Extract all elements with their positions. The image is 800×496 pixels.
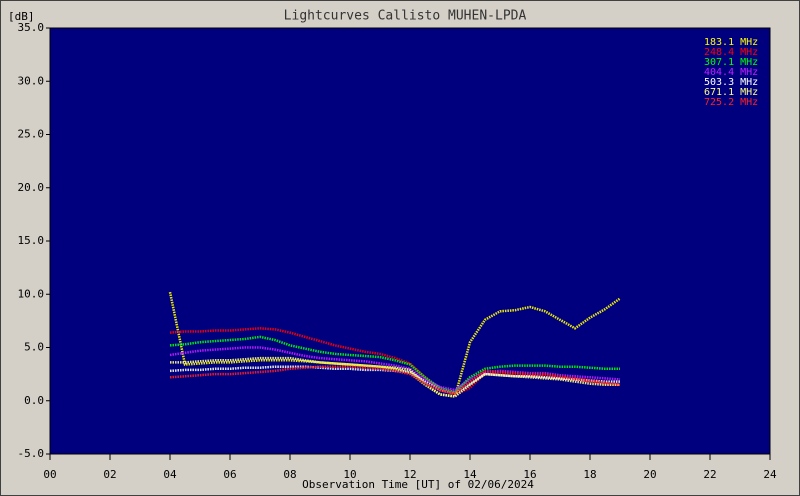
legend-entry: 503.3 MHz (704, 77, 758, 88)
y-axis-label: [dB] (8, 10, 35, 23)
x-tick-label: 22 (703, 468, 716, 481)
x-tick-label: 20 (643, 468, 656, 481)
legend-entry: 725.2 MHz (704, 97, 758, 108)
x-tick-label: 18 (583, 468, 596, 481)
x-tick-label: 04 (163, 468, 177, 481)
x-tick-label: 02 (103, 468, 116, 481)
series-line (168, 291, 621, 398)
y-tick-label: 10.0 (18, 287, 45, 300)
legend-entry: 307.1 MHz (704, 57, 758, 68)
y-tick-label: 15.0 (18, 234, 45, 247)
x-tick-label: 16 (523, 468, 536, 481)
y-tick-label: 35.0 (18, 21, 45, 34)
x-tick-label: 12 (403, 468, 416, 481)
series-line (169, 335, 620, 394)
series-line (169, 365, 621, 395)
y-tick-label: 25.0 (18, 128, 45, 141)
x-tick-label: 10 (343, 468, 356, 481)
y-tick-label: 5.0 (24, 341, 44, 354)
x-tick-label: 08 (283, 468, 296, 481)
legend-entry: 183.1 MHz (704, 37, 758, 48)
x-tick-label: 06 (223, 468, 236, 481)
x-axis-label: Observation Time [UT] of 02/06/2024 (302, 478, 534, 491)
legend-entry: 248.4 MHz (704, 47, 758, 58)
y-tick-label: 20.0 (18, 181, 45, 194)
legend-entry: 404.4 MHz (704, 67, 758, 78)
chart-title: Lightcurves Callisto MUHEN-LPDA (284, 9, 527, 24)
y-tick-label: 0.0 (24, 394, 44, 407)
y-tick-label: 30.0 (18, 74, 45, 87)
x-tick-label: 00 (43, 468, 56, 481)
x-tick-label: 24 (763, 468, 777, 481)
y-tick-label: -5.0 (18, 447, 45, 460)
x-tick-label: 14 (463, 468, 477, 481)
series-line (170, 356, 620, 398)
plot-area (49, 27, 771, 455)
legend-entry: 671.1 MHz (704, 87, 758, 98)
